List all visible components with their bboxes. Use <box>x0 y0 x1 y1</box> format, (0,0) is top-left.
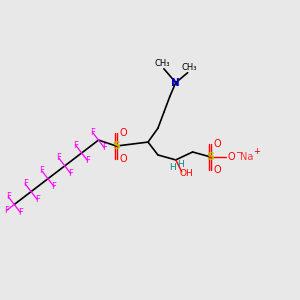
Text: H: H <box>169 163 176 172</box>
Text: Na: Na <box>240 152 254 162</box>
Text: +: + <box>254 148 260 157</box>
Text: S: S <box>206 152 214 162</box>
Text: CH₃: CH₃ <box>154 59 170 68</box>
Text: F: F <box>40 167 44 176</box>
Text: F: F <box>18 208 23 217</box>
Text: F: F <box>102 143 107 152</box>
Text: CH₃: CH₃ <box>182 63 197 72</box>
Text: F: F <box>35 195 40 204</box>
Text: F: F <box>73 141 78 150</box>
Text: O: O <box>214 165 221 175</box>
Text: F: F <box>68 169 73 178</box>
Text: OH: OH <box>180 169 194 178</box>
Text: O: O <box>214 139 221 149</box>
Text: F: F <box>4 206 9 215</box>
Text: O: O <box>227 152 235 162</box>
Text: H: H <box>177 160 184 169</box>
Text: N: N <box>171 78 180 88</box>
Text: F: F <box>23 179 28 188</box>
Text: F: F <box>6 192 11 201</box>
Text: F: F <box>56 154 61 163</box>
Text: O: O <box>119 154 127 164</box>
Text: F: F <box>85 156 90 165</box>
Text: F: F <box>90 128 95 137</box>
Text: F: F <box>52 182 56 191</box>
Text: −: − <box>235 148 242 158</box>
Text: S: S <box>112 141 120 151</box>
Text: O: O <box>119 128 127 138</box>
